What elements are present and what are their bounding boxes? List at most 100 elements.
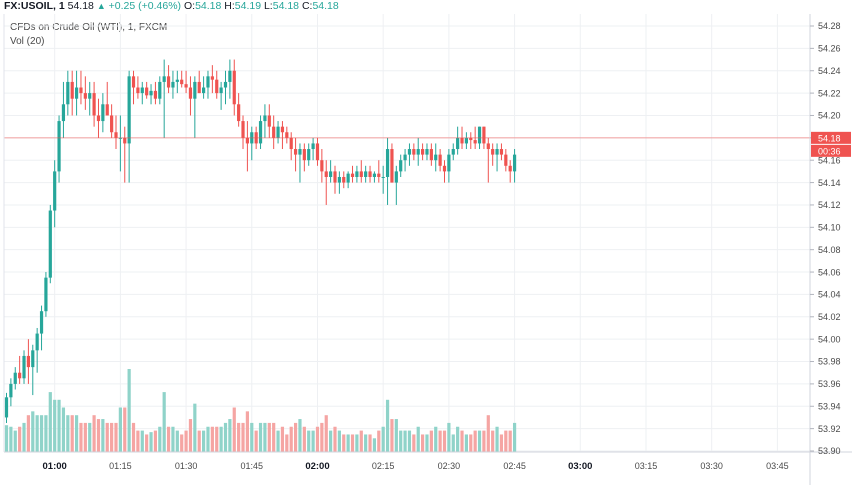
volume-bar <box>499 434 504 452</box>
candle-body <box>92 93 96 116</box>
candle-body <box>74 87 79 99</box>
candle-body <box>44 277 48 312</box>
time-tick-label: 02:30 <box>438 461 461 471</box>
price-tick-label: 54.28 <box>818 21 841 31</box>
candle-body <box>83 93 87 99</box>
candle-body <box>346 173 350 183</box>
volume-bar <box>442 430 447 452</box>
candle-body <box>158 81 162 99</box>
candle-body <box>377 173 381 177</box>
candle-body <box>22 355 26 379</box>
candle-body <box>66 81 70 105</box>
candle-body <box>175 79 179 82</box>
time-tick-label: 03:15 <box>635 461 658 471</box>
candle-body <box>477 126 482 144</box>
price-tick-label: 54.10 <box>818 223 841 233</box>
volume-bar <box>469 434 473 452</box>
candle-body <box>145 87 149 96</box>
candle-body <box>381 176 385 178</box>
candle-body <box>447 154 451 172</box>
low-label: L: <box>263 0 273 12</box>
candle-body <box>263 115 267 122</box>
volume-bar <box>215 426 219 452</box>
candle-body <box>140 87 144 94</box>
candle-body <box>342 176 346 183</box>
candle-body <box>438 154 442 166</box>
volume-bar <box>39 415 44 452</box>
countdown-badge <box>811 144 851 157</box>
time-tick-label: 02:15 <box>372 461 395 471</box>
candle-body <box>473 140 477 144</box>
close-label: C: <box>301 0 313 12</box>
candle-body <box>197 81 201 94</box>
candle-body <box>495 149 499 155</box>
volume-bar <box>355 434 359 452</box>
candle-body <box>337 176 341 183</box>
volume-bar <box>9 426 13 452</box>
candle-body <box>171 81 175 88</box>
candle-body <box>9 383 13 398</box>
price-tick-label: 53.92 <box>818 424 841 434</box>
volume-bar <box>149 432 153 452</box>
volume-bar <box>342 434 346 452</box>
volume-bar <box>421 434 425 452</box>
volume-bar <box>70 415 74 452</box>
volume-bar <box>298 419 302 452</box>
chart-subtitle: CFDs on Crude Oil (WTI), 1, FXCM <box>10 22 168 33</box>
candle-body <box>451 149 455 155</box>
candle-body <box>149 90 153 96</box>
volume-bar <box>166 426 171 452</box>
candle-body <box>302 149 306 161</box>
candle-body <box>35 333 39 351</box>
volume-bar <box>451 434 455 452</box>
volume-bar <box>92 415 96 452</box>
candle-body <box>114 132 118 138</box>
candle-body <box>101 104 105 122</box>
time-tick-label: 03:00 <box>568 461 592 472</box>
time-tick-label: 03:45 <box>766 461 789 471</box>
candle-body <box>215 79 219 94</box>
candle-body <box>293 149 298 155</box>
volume-bar <box>44 415 48 452</box>
candle-body <box>26 355 30 368</box>
candle-body <box>4 397 9 418</box>
candle-body <box>206 76 210 88</box>
last-price-badge-text: 54.18 <box>818 133 841 143</box>
volume-bar <box>276 430 280 452</box>
price-tick-label: 54.20 <box>818 111 841 121</box>
price-tick-label: 54.16 <box>818 155 841 165</box>
volume-bar <box>74 415 79 452</box>
volume-bar <box>35 415 39 452</box>
volume-bar <box>482 430 486 452</box>
countdown-badge-text: 00:36 <box>818 146 841 156</box>
volume-bar <box>158 426 162 452</box>
volume-bar <box>320 422 324 452</box>
volume-bar <box>237 422 241 452</box>
candle-body <box>482 126 486 144</box>
time-tick-label: 01:15 <box>109 461 132 471</box>
volume-bar <box>136 430 140 452</box>
volume-bar <box>66 415 70 452</box>
candle-body <box>407 149 412 155</box>
volume-bar <box>425 434 429 452</box>
candle-body <box>364 171 368 177</box>
candle-body <box>79 87 83 94</box>
volume-bar <box>140 430 144 452</box>
candle-body <box>469 137 473 141</box>
candle-body <box>105 104 109 116</box>
price-tick-label: 54.26 <box>818 44 841 54</box>
candle-body <box>131 76 136 88</box>
volume-bar <box>412 434 416 452</box>
price-tick-label: 54.24 <box>818 66 841 76</box>
candle-body <box>48 210 52 278</box>
volume-bar <box>202 430 206 452</box>
candle-body <box>412 149 416 155</box>
volume-bar <box>399 430 403 452</box>
candle-body <box>166 76 171 88</box>
last-price-badge <box>811 131 851 144</box>
volume-bar <box>145 434 149 452</box>
volume-bar <box>381 426 385 452</box>
volume-bar <box>61 407 66 452</box>
price-change: +0.25 (+0.46%) <box>108 0 182 12</box>
